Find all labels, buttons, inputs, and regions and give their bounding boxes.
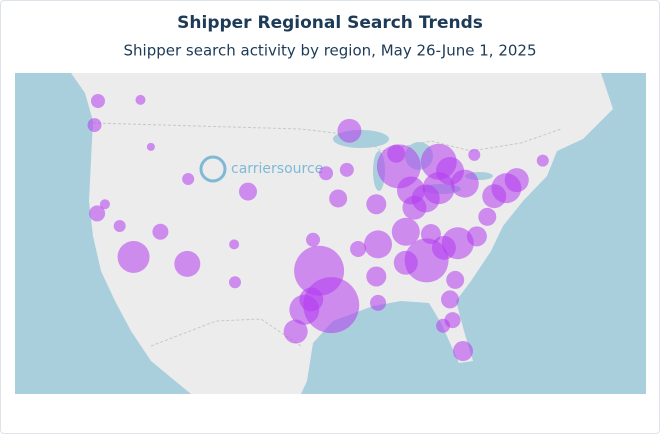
bubble (441, 290, 460, 309)
bubble (99, 199, 110, 210)
bubble (319, 166, 334, 181)
bubble (238, 182, 257, 201)
bubble (482, 184, 507, 209)
bubble (228, 276, 241, 289)
bubble (283, 319, 308, 344)
bubble (391, 217, 420, 246)
bubble (339, 162, 354, 177)
bubble (113, 220, 126, 233)
bubble (436, 318, 451, 333)
bubble (299, 287, 324, 312)
bubble (337, 118, 362, 143)
bubble (478, 207, 497, 226)
bubble (387, 144, 406, 163)
bubble (87, 118, 102, 133)
bubble (350, 240, 367, 257)
bubble (174, 250, 201, 277)
bubble (446, 270, 465, 289)
bubble (146, 142, 155, 151)
bubble (366, 194, 387, 215)
bubble (504, 168, 529, 193)
bubble (364, 230, 393, 259)
bubble (182, 172, 195, 185)
bubble (152, 223, 169, 240)
logo: carriersource (231, 161, 323, 177)
border (92, 122, 562, 152)
bubble (453, 341, 474, 362)
logo-icon (199, 155, 227, 183)
bubble (229, 239, 240, 250)
bubble (436, 156, 465, 185)
bubble (306, 232, 321, 247)
bubble (466, 226, 487, 247)
bubble (402, 195, 427, 220)
bubble (91, 94, 105, 108)
bubble (117, 240, 150, 273)
title: Shipper Regional Search Trends (177, 13, 483, 33)
bubble (420, 224, 441, 245)
bubbles (87, 94, 549, 362)
bubble (536, 154, 549, 167)
bubble (135, 94, 146, 105)
border (150, 318, 302, 347)
bubble (366, 266, 387, 287)
subtitle: Shipper search activity by region, May 2… (124, 42, 537, 60)
bubble (431, 235, 456, 260)
bubble (89, 205, 106, 222)
bubble (370, 294, 387, 311)
bubble (468, 148, 481, 161)
bubble (329, 189, 348, 208)
bubble (393, 250, 418, 275)
